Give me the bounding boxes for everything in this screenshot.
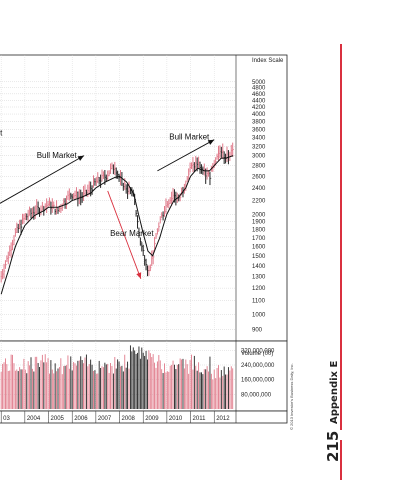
volume-tick-label: 160,000,000 (241, 378, 275, 384)
price-tick-label: 4000 (252, 112, 266, 118)
price-bars (0, 142, 234, 283)
year-label: 03 (3, 416, 10, 422)
index-scale-label: Index Scale (252, 58, 284, 64)
price-tick-label: 900 (252, 328, 263, 334)
price-tick-label: 4400 (252, 98, 266, 104)
price-tick-label: 3800 (252, 119, 266, 125)
price-tick-label: 3000 (252, 154, 266, 160)
price-panel-frame (0, 54, 288, 342)
price-tick-label: 2400 (252, 186, 266, 192)
trend-arrowhead (207, 139, 215, 145)
trend-arrow (0, 155, 85, 204)
price-tick-label: 5000 (252, 80, 266, 86)
trend-arrow (107, 190, 142, 279)
price-tick-label: 3600 (252, 127, 266, 133)
trend-arrowhead (77, 155, 85, 161)
year-label: 2007 (98, 416, 112, 422)
price-tick-label: 1500 (252, 254, 266, 260)
year-label: 2008 (122, 416, 136, 422)
market-phase-label: ket (0, 128, 3, 137)
price-tick-label: 1900 (252, 220, 266, 226)
moving-average-line (0, 155, 234, 295)
market-phase-label: Bull Market (169, 133, 210, 142)
appendix-label: Appendix E (329, 361, 340, 424)
volume-tick-labels: 320,000,000 240,000,000 160,000,000 80,000,… (241, 348, 275, 398)
year-axis-frame (0, 410, 288, 424)
volume-tick-label: 240,000,000 (241, 363, 275, 369)
price-tick-label: 3400 (252, 136, 266, 142)
page-number: 215 (324, 431, 342, 462)
price-tick-label: 4600 (252, 92, 266, 98)
year-label: 2006 (74, 416, 88, 422)
price-tick-label: 4200 (252, 105, 266, 111)
price-tick-label: 2800 (252, 164, 266, 170)
trend-arrows (0, 139, 215, 279)
price-tick-label: 1600 (252, 245, 266, 251)
price-tick-label: 1400 (252, 264, 266, 270)
volume-tick-label: 80,000,000 (241, 392, 272, 398)
volume-bars (0, 345, 234, 409)
price-grid (0, 55, 236, 423)
price-tick-label: 2600 (252, 174, 266, 180)
trend-arrow (157, 139, 215, 172)
volume-tick-label: 320,000,000 (241, 348, 275, 354)
year-label: 2011 (193, 416, 207, 422)
price-tick-label: 3200 (252, 144, 266, 150)
year-label: 2005 (51, 416, 65, 422)
price-tick-label: 1000 (252, 313, 266, 319)
year-tick-labels: 03 2004 2005 2006 2007 2008 2009 2010 2011 2012 (0, 411, 230, 423)
price-tick-label: 2200 (252, 198, 266, 204)
market-annotations: Bull Market Bear Market Bull Market ket (0, 128, 210, 238)
volume-title: Volume (00) (241, 351, 273, 357)
price-tick-label: 4800 (252, 86, 266, 92)
year-label: 2012 (216, 416, 230, 422)
market-phase-label: Bear Market (110, 229, 154, 238)
trend-arrowhead (136, 272, 142, 279)
year-label: 2010 (169, 416, 183, 422)
price-tick-label: 1800 (252, 228, 266, 234)
price-tick-label: 2000 (252, 212, 266, 218)
price-tick-label: 1200 (252, 286, 266, 292)
year-label: 2004 (27, 416, 41, 422)
year-label: 2009 (145, 416, 159, 422)
copyright-notice: © 2013 Investor's Business Daily, Inc. (289, 363, 294, 430)
price-tick-label: 1700 (252, 236, 266, 242)
price-tick-label: 1300 (252, 275, 266, 281)
market-phase-label: Bull Market (37, 151, 78, 160)
price-tick-label: 1100 (252, 299, 266, 305)
